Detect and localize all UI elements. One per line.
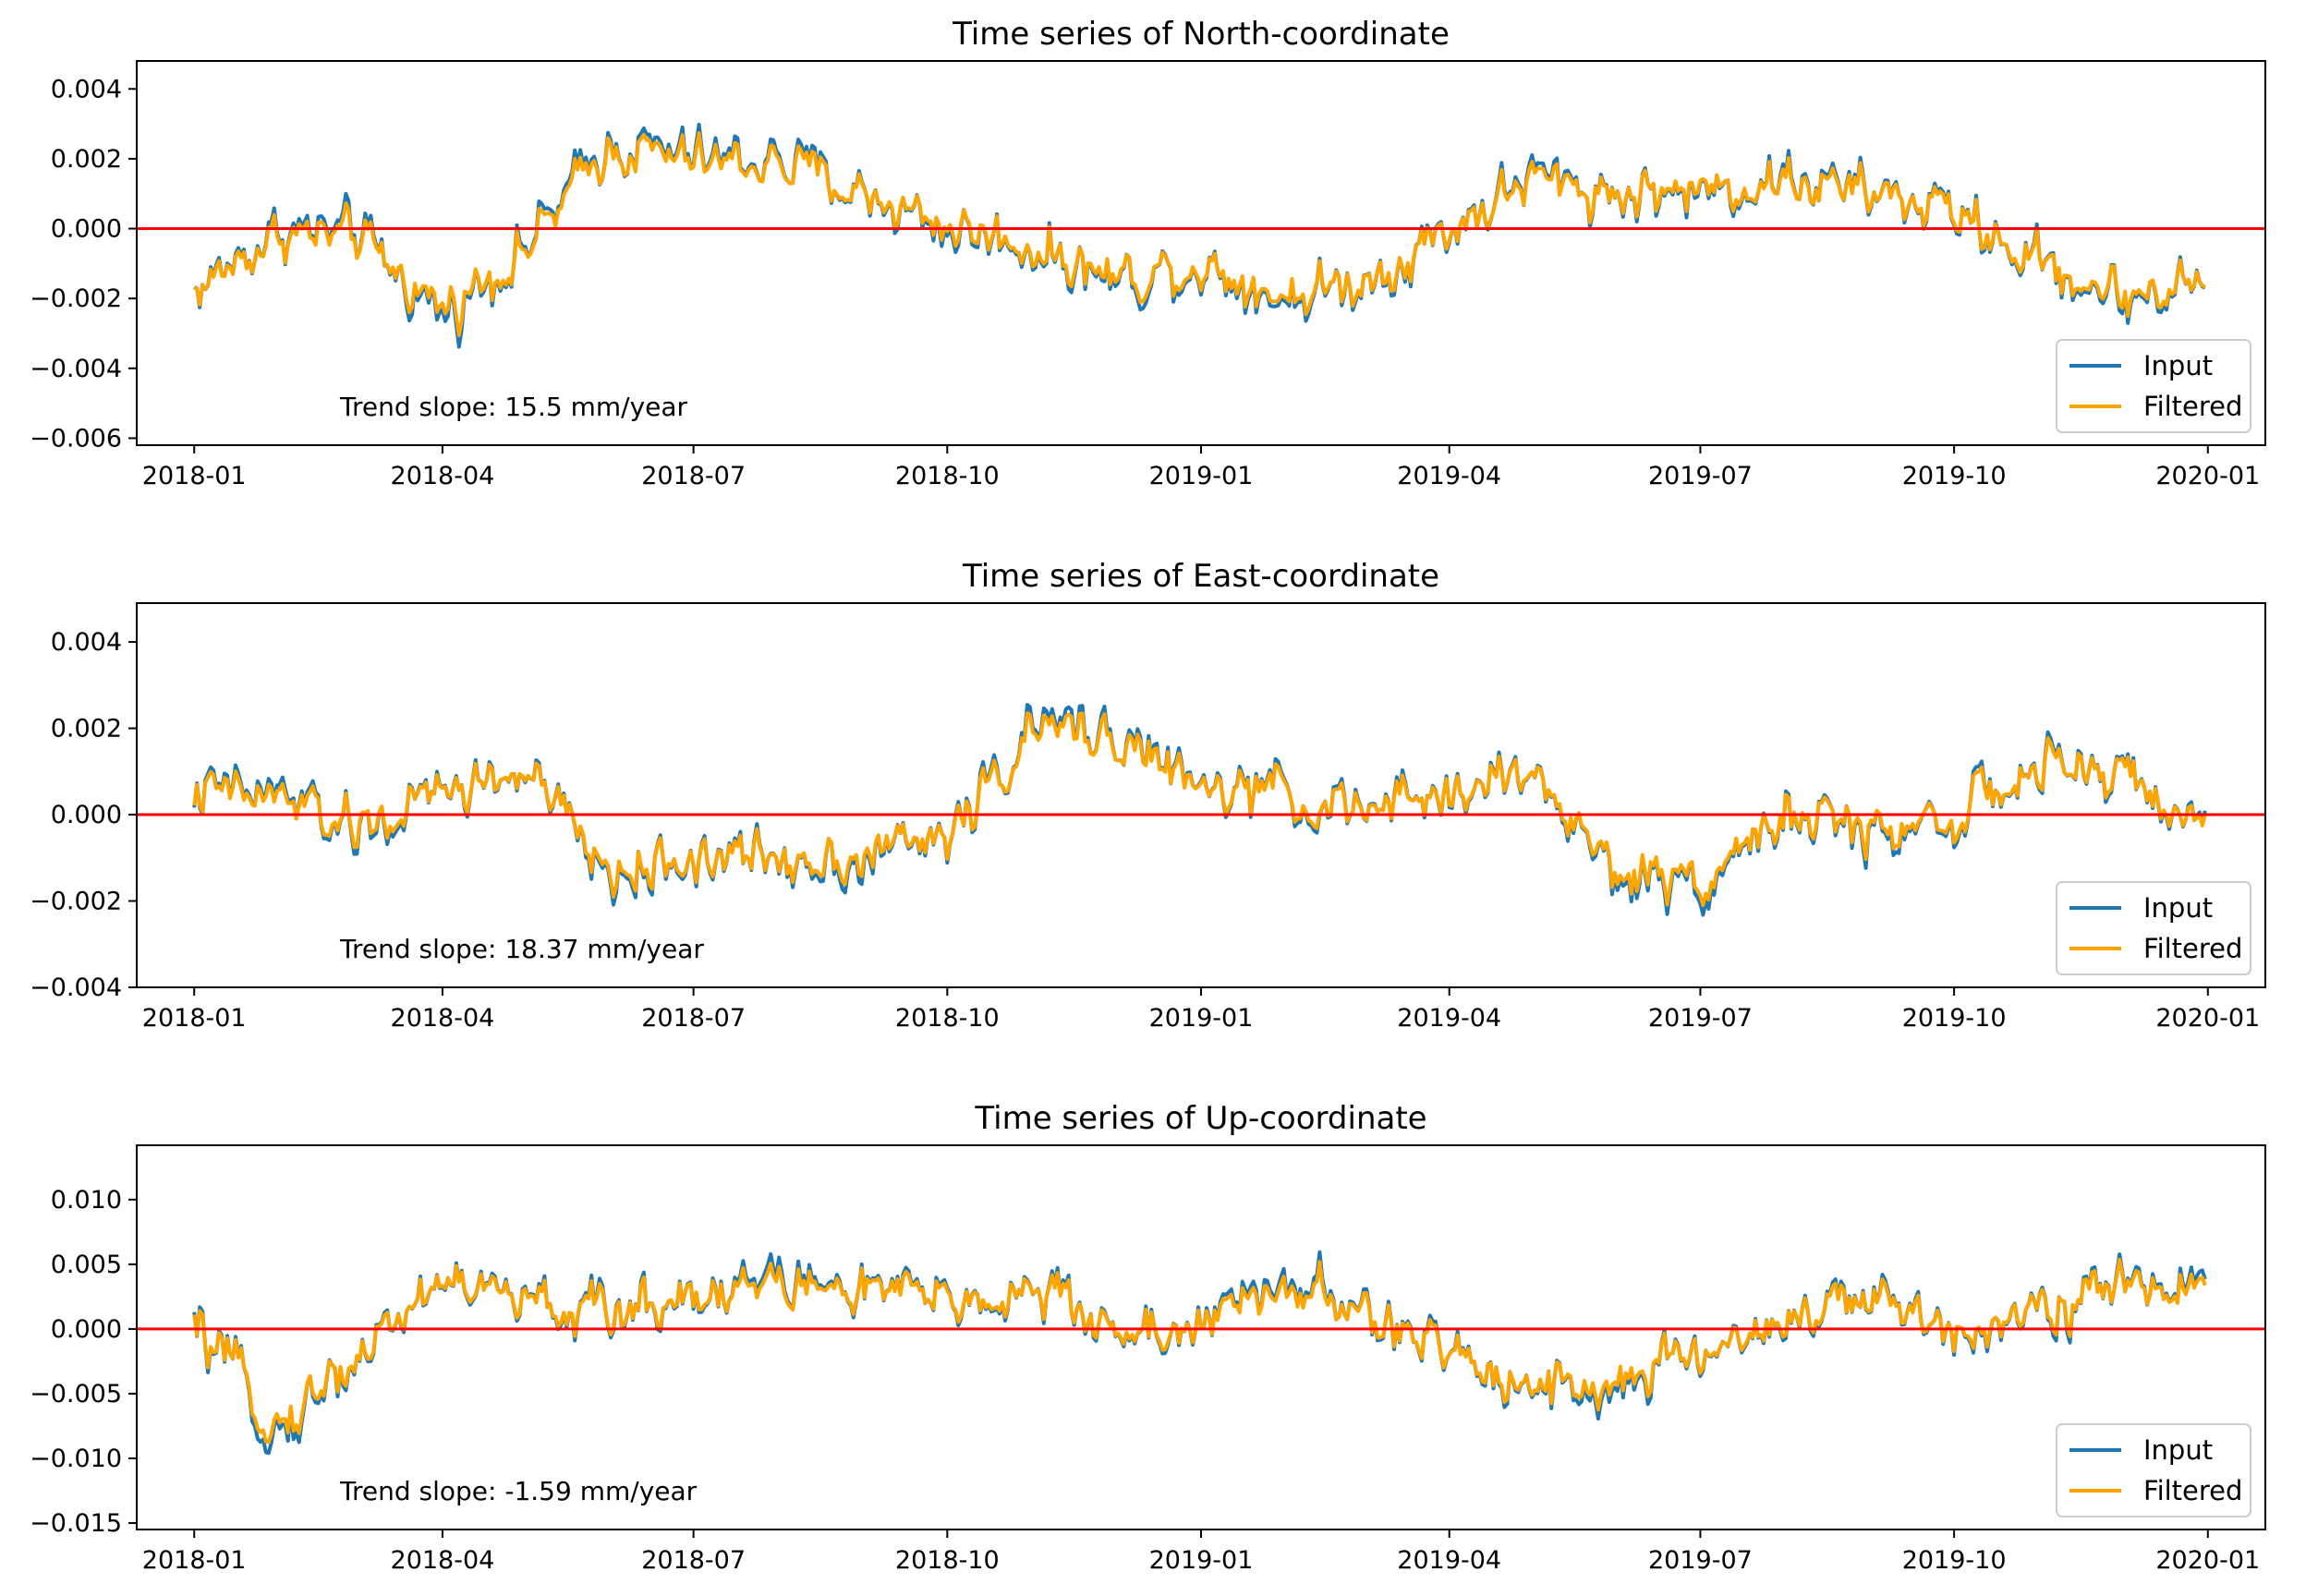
subplot-2: Time series of East-coordinate 0.004 0.002…	[30, 558, 2266, 1033]
x-tick-label: 2019-10	[1902, 1004, 2007, 1033]
x-tick-label: 2019-10	[1902, 462, 2007, 490]
x-tick-label: 2018-01	[142, 1004, 247, 1033]
x-tick-label: 2018-10	[895, 1004, 1000, 1033]
y-tick-label: 0.000	[51, 801, 122, 829]
plot-frame	[136, 60, 2266, 446]
y-tick-label: 0.004	[51, 628, 122, 657]
y-tick-label: −0.005	[30, 1380, 122, 1409]
series-filtered-line	[193, 131, 2206, 337]
y-tick-label: 0.002	[51, 715, 122, 744]
x-tick-label: 2019-10	[1902, 1546, 2007, 1575]
x-tick-label: 2018-07	[641, 462, 746, 490]
y-tick-label: −0.010	[30, 1445, 122, 1473]
trend-slope-annotation: Trend slope: -1.59 mm/year	[339, 1476, 698, 1506]
y-tick-label: −0.002	[30, 888, 122, 916]
series-filtered-line	[192, 711, 2207, 908]
y-tick-label: 0.005	[51, 1251, 122, 1279]
x-tick-label: 2018-04	[391, 1004, 495, 1033]
y-tick-label: −0.006	[30, 424, 122, 453]
x-tick-label: 2019-04	[1397, 1004, 1501, 1033]
x-tick-label: 2019-01	[1149, 1546, 1254, 1575]
subplot-1: Time series of North-coordinate 0.004 0.00…	[30, 16, 2266, 490]
x-tick-label: 2018-01	[142, 462, 247, 490]
x-tick-label: 2018-10	[895, 1546, 1000, 1575]
y-tick-label: 0.000	[51, 215, 122, 244]
legend-label-input: Input	[2143, 892, 2213, 924]
x-tick-label: 2020-01	[2155, 1004, 2260, 1033]
trend-slope-annotation: Trend slope: 18.37 mm/year	[339, 934, 704, 964]
x-tick-label: 2018-04	[391, 462, 495, 490]
legend-label-input: Input	[2143, 350, 2213, 381]
legend: Input Filtered	[2056, 881, 2251, 975]
plot-frame	[136, 602, 2266, 988]
x-tick-label: 2018-10	[895, 462, 1000, 490]
y-tick-label: −0.004	[30, 973, 122, 1002]
x-tick-label: 2018-07	[641, 1004, 746, 1033]
x-tick-label: 2019-07	[1648, 1546, 1753, 1575]
chart-title: Time series of East-coordinate	[962, 558, 1439, 595]
series-input-line	[192, 703, 2207, 917]
chart-title: Time series of Up-coordinate	[974, 1100, 1426, 1137]
y-tick-label: −0.015	[30, 1509, 122, 1538]
y-tick-label: −0.004	[30, 355, 122, 383]
legend-label-input: Input	[2143, 1434, 2213, 1466]
y-tick-label: 0.000	[51, 1315, 122, 1344]
subplot-3: Time series of Up-coordinate 0.010 0.005 0.…	[30, 1100, 2266, 1575]
x-tick-label: 2018-04	[391, 1546, 495, 1575]
x-tick-label: 2018-01	[142, 1546, 247, 1575]
x-tick-label: 2019-04	[1397, 1546, 1501, 1575]
chart-title: Time series of North-coordinate	[952, 16, 1450, 53]
series-filtered-line	[192, 1257, 2207, 1445]
plot-frame	[136, 1144, 2266, 1530]
x-tick-label: 2019-07	[1648, 1004, 1753, 1033]
legend-label-filtered: Filtered	[2143, 391, 2242, 422]
legend-box	[2056, 881, 2251, 975]
legend-label-filtered: Filtered	[2143, 933, 2242, 964]
y-tick-label: −0.002	[30, 284, 122, 313]
y-tick-label: 0.010	[51, 1186, 122, 1215]
y-tick-label: 0.002	[51, 145, 122, 174]
x-tick-label: 2019-01	[1149, 462, 1254, 490]
x-tick-label: 2020-01	[2155, 462, 2260, 490]
x-tick-label: 2019-01	[1149, 1004, 1254, 1033]
trend-slope-annotation: Trend slope: 15.5 mm/year	[339, 392, 688, 422]
x-tick-label: 2018-07	[641, 1546, 746, 1575]
legend: Input Filtered	[2056, 1423, 2251, 1517]
legend: Input Filtered	[2056, 339, 2251, 433]
y-tick-label: 0.004	[51, 75, 122, 103]
legend-box	[2056, 339, 2251, 433]
x-tick-label: 2019-04	[1397, 462, 1501, 490]
series-input-line	[193, 122, 2206, 349]
x-tick-label: 2019-07	[1648, 462, 1753, 490]
x-tick-label: 2020-01	[2155, 1546, 2260, 1575]
legend-label-filtered: Filtered	[2143, 1475, 2242, 1506]
legend-box	[2056, 1423, 2251, 1517]
